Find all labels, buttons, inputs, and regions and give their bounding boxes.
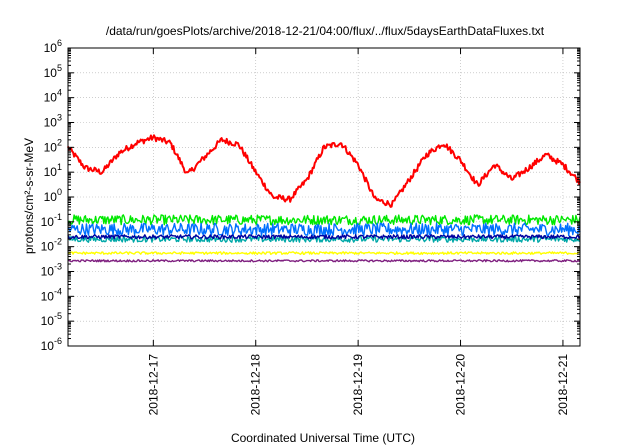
- chart-title: /data/run/goesPlots/archive/2018-12-21/0…: [106, 24, 545, 38]
- series-line: [67, 222, 581, 237]
- series-line: [67, 214, 581, 226]
- axis-ticks: 106 105 104 103 102 101 100 10-1 10-2 10-3 10-4 10-…: [41, 38, 580, 415]
- grid: [68, 48, 580, 346]
- x-tick-label: 2018-12-18: [249, 354, 263, 416]
- y-tick-label: 106: [44, 38, 62, 55]
- x-tick-label: 2018-12-17: [146, 354, 160, 416]
- y-tick-label: 101: [44, 162, 62, 179]
- x-tick-label: 2018-12-21: [556, 354, 570, 416]
- series-line: [67, 134, 581, 208]
- plot-series: [67, 134, 581, 263]
- y-tick-label: 10-2: [41, 237, 62, 254]
- y-tick-label: 10-3: [41, 262, 62, 279]
- y-tick-label: 102: [44, 137, 62, 154]
- series-line: [67, 251, 580, 256]
- x-tick-label: 2018-12-20: [454, 354, 468, 416]
- series-line: [67, 234, 581, 240]
- y-tick-label: 10-4: [41, 286, 62, 303]
- series-line: [67, 259, 581, 263]
- x-axis-label: Coordinated Universal Time (UTC): [231, 431, 415, 445]
- x-tick-label: 2018-12-19: [351, 354, 365, 416]
- y-tick-label: 105: [44, 63, 62, 80]
- y-axis-label: protons/cm²-s-sr-MeV: [22, 138, 36, 254]
- y-tick-label: 100: [44, 187, 62, 204]
- y-tick-label: 10-6: [41, 336, 62, 353]
- y-tick-label: 104: [44, 88, 62, 105]
- y-tick-label: 10-5: [41, 311, 62, 328]
- y-tick-label: 103: [44, 113, 62, 130]
- y-tick-label: 10-1: [41, 212, 62, 229]
